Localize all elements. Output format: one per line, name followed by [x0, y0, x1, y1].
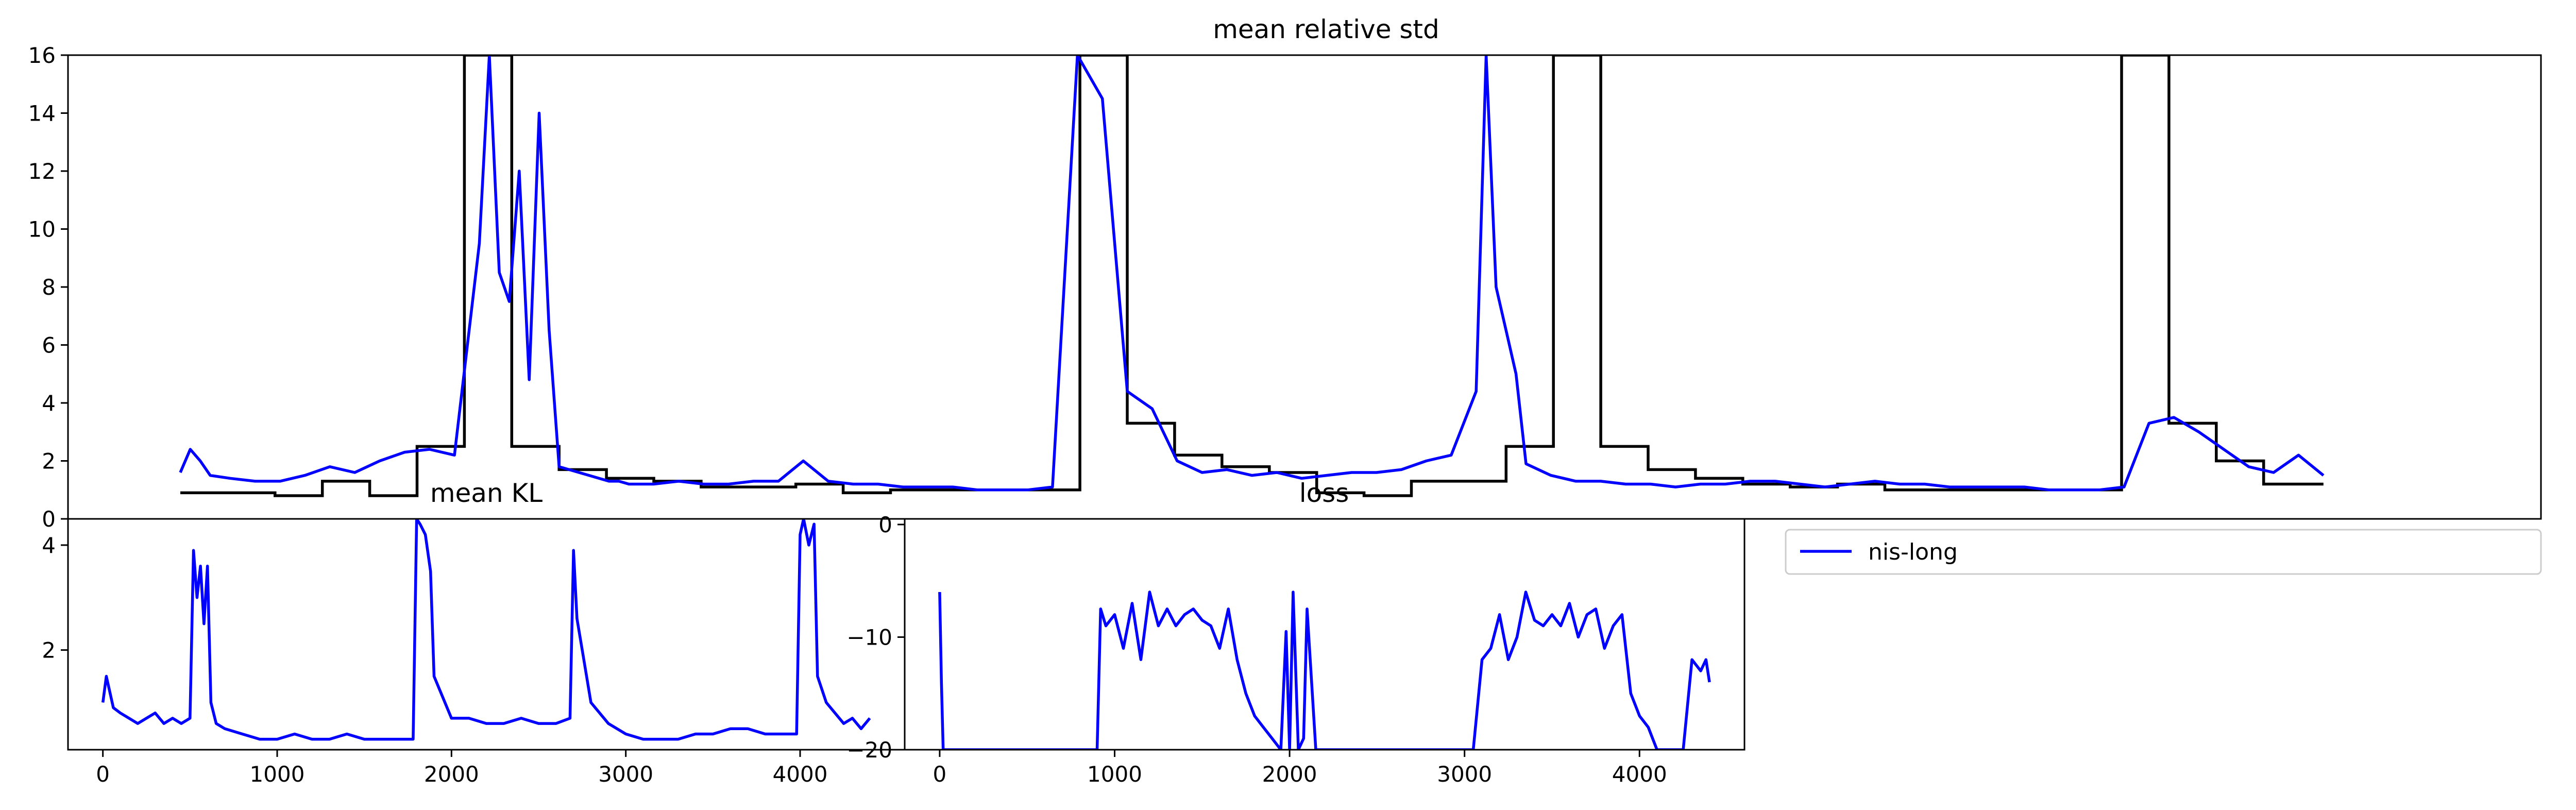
mean-relative-std-y-tick-label: 6	[42, 333, 56, 358]
loss-y-tick-label: −20	[846, 737, 892, 763]
loss-x-tick-label: 0	[933, 762, 947, 787]
mean-relative-std-y-tick-label: 0	[42, 507, 56, 532]
y-ticks-mean-relative-std: 0 2 4 6 8 10 12 14 16	[28, 43, 68, 532]
loss-x-tick-label: 4000	[1612, 762, 1667, 787]
mean-kl-x-tick-label: 3000	[598, 762, 653, 787]
loss-x-tick-label: 2000	[1262, 762, 1317, 787]
mean-kl-x-tick-label: 4000	[773, 762, 828, 787]
mean-kl-x-tick-label: 2000	[424, 762, 479, 787]
series-line-black-step	[180, 55, 2324, 497]
plot-area-mean-kl	[101, 519, 871, 741]
series-line-nis-long	[179, 55, 2325, 492]
mean-kl-y-tick-label: 4	[42, 533, 56, 558]
legend-label-nis-long: nis-long	[1868, 539, 1958, 565]
plot-area-mean-relative-std	[179, 55, 2325, 497]
x-ticks-loss: 0 1000 2000 3000 4000	[933, 750, 1667, 787]
loss-y-tick-label: 0	[878, 512, 892, 537]
mean-relative-std-y-tick-label: 4	[42, 391, 56, 416]
x-ticks-mean-kl: 0 1000 2000 3000 4000	[96, 750, 827, 787]
y-ticks-loss: −20 −10 0	[846, 512, 905, 763]
series-line-nis-long	[938, 590, 1711, 750]
chart-title-loss: loss	[1299, 478, 1349, 508]
mean-relative-std-y-tick-label: 12	[28, 159, 56, 184]
chart-title-mean-kl: mean KL	[430, 478, 543, 508]
mean-relative-std-y-tick-label: 2	[42, 449, 56, 474]
chart-title-mean-relative-std: mean relative std	[1213, 14, 1439, 44]
mean-relative-std-y-tick-label: 14	[28, 101, 56, 126]
mean-kl-y-tick-label: 2	[42, 638, 56, 663]
mean-relative-std-y-tick-label: 10	[28, 217, 56, 242]
loss-x-tick-label: 3000	[1437, 762, 1492, 787]
panel-loss: loss 0 1000 2000 3000 4000 −20 −10 0	[846, 478, 1745, 787]
mean-relative-std-y-tick-label: 16	[28, 43, 56, 68]
mean-kl-x-tick-label: 0	[96, 762, 110, 787]
loss-y-tick-label: −10	[846, 625, 892, 650]
series-line-nis-long	[101, 519, 871, 741]
mean-relative-std-y-tick-label: 8	[42, 275, 56, 300]
y-ticks-mean-kl: 24	[42, 533, 68, 663]
mean-kl-x-tick-label: 1000	[250, 762, 305, 787]
loss-x-tick-label: 1000	[1087, 762, 1142, 787]
plot-area-loss	[938, 590, 1711, 750]
legend-box	[1785, 529, 2542, 575]
panel-legend: nis-long	[1743, 519, 2542, 750]
